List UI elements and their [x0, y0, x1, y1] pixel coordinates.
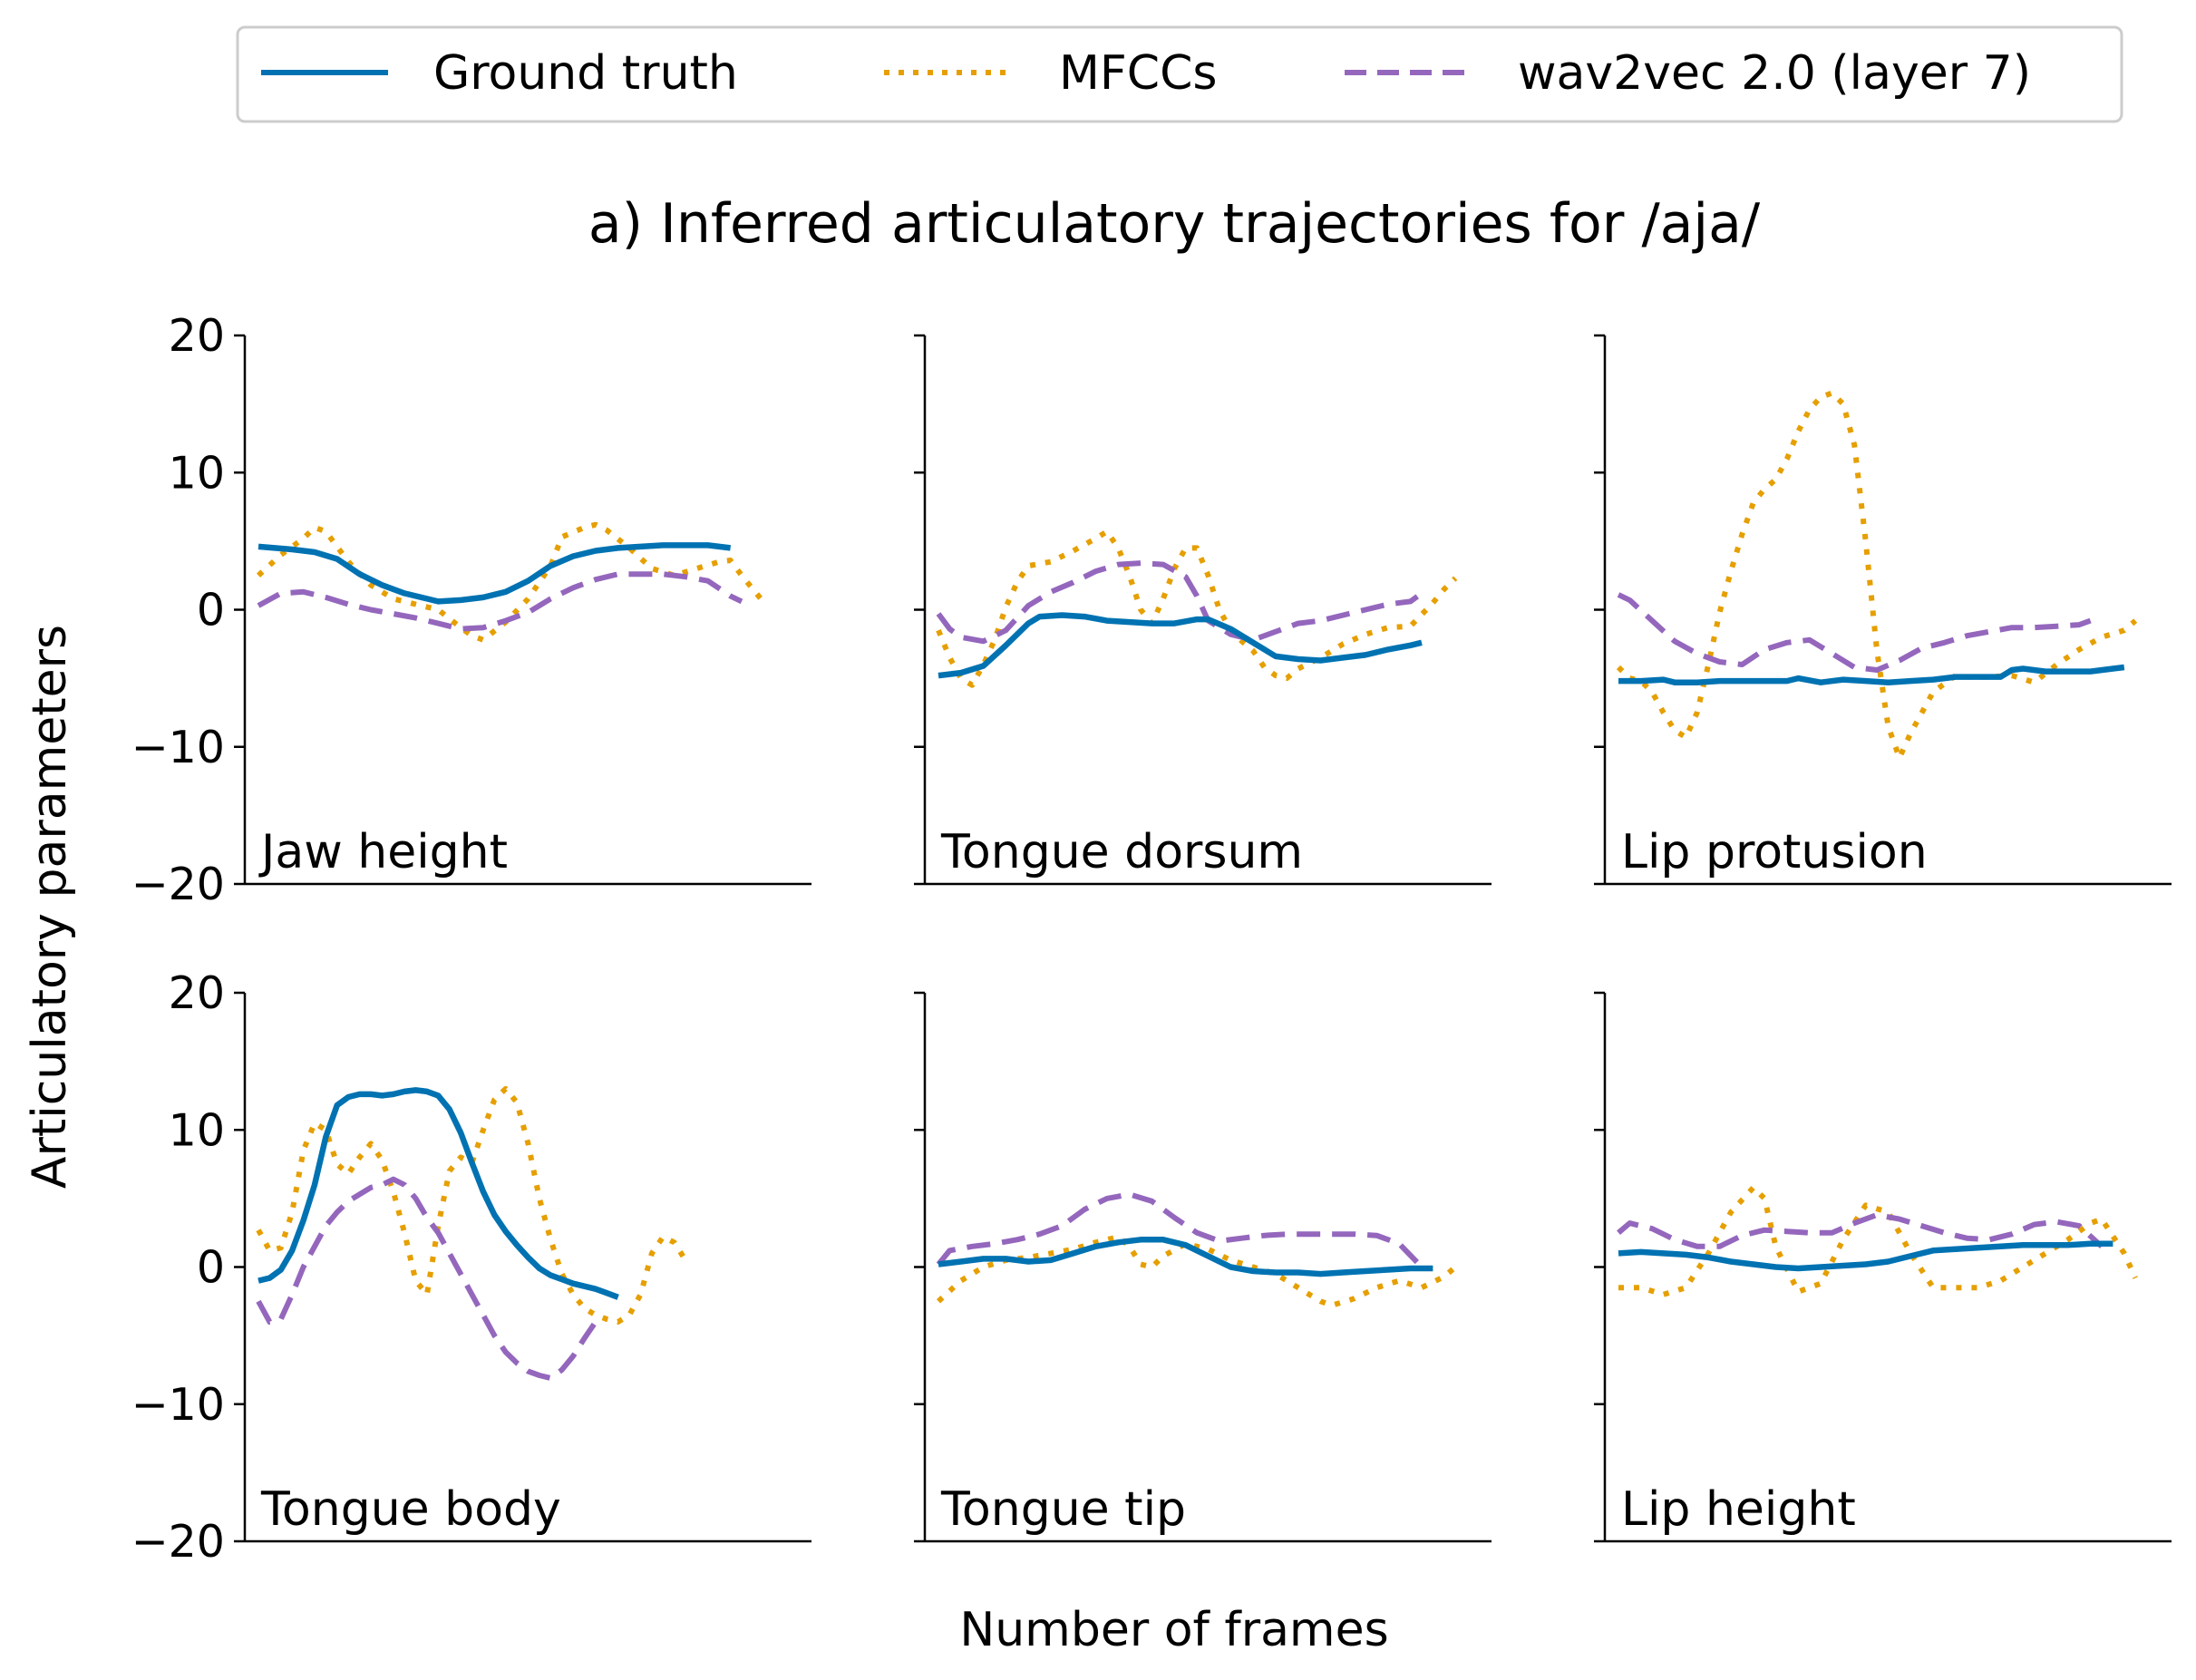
panels: 20 10 0 −10 −20 Jaw height Tongue dorsum Lip pr… [131, 310, 2172, 1568]
series-line-gt [938, 1237, 1433, 1277]
legend-label-gt: Ground truth [433, 46, 738, 101]
legend: Ground truth MFCCs wav2vec 2.0 (layer 7) [236, 25, 2123, 123]
y-tick-label: −10 [131, 722, 225, 773]
panel-tongue-body: 20 10 0 −10 −20 Tongue body [131, 967, 811, 1568]
series-line-gt [257, 542, 731, 605]
panel-label: Tongue dorsum [940, 825, 1303, 879]
panel-lip-protusion: Lip protusion [1594, 334, 2172, 886]
x-axis-label: Number of frames [959, 1603, 1388, 1657]
series-line-gt [938, 612, 1423, 679]
series-line-mfcc [1616, 390, 2138, 761]
y-tick-label: 10 [169, 1104, 225, 1156]
y-tick-label: 10 [169, 447, 225, 499]
y-tick-label: 0 [197, 1242, 225, 1294]
panel-label: Jaw height [258, 825, 508, 879]
series-line-gt [1618, 1240, 2113, 1272]
legend-label-mfcc: MFCCs [1059, 46, 1217, 101]
series-line-gt [1618, 664, 2125, 685]
panel-lip-height: Lip height [1594, 991, 2172, 1543]
series-line-w2v [256, 1176, 598, 1381]
panel-label: Tongue tip [940, 1482, 1186, 1537]
series-line-w2v [1617, 592, 2092, 673]
y-tick-label: 20 [169, 967, 225, 1019]
series-line-w2v [1617, 1212, 2104, 1249]
panel-label: Tongue body [260, 1482, 561, 1537]
series-line-mfcc [936, 529, 1458, 688]
y-tick-label: −20 [131, 859, 225, 910]
legend-frame [236, 25, 2123, 123]
y-tick-label: −20 [131, 1516, 225, 1568]
y-tick-label: −10 [131, 1379, 225, 1431]
series-line-mfcc [256, 521, 767, 643]
legend-label-w2v: wav2vec 2.0 (layer 7) [1518, 46, 2031, 101]
chart-title: a) Inferred articulatory trajectories fo… [588, 192, 1761, 256]
series-line-gt [257, 1087, 619, 1300]
series-line-mfcc [1618, 1184, 2138, 1297]
series-line-w2v [936, 560, 1424, 645]
series-line-mfcc [936, 1234, 1458, 1308]
series-line-w2v [936, 1191, 1424, 1269]
panel-label: Lip height [1621, 1482, 1856, 1537]
series-line-w2v [257, 571, 743, 632]
panel-tongue-dorsum: Tongue dorsum [914, 334, 1492, 886]
panel-tongue-tip: Tongue tip [914, 991, 1492, 1543]
series-line-mfcc [256, 1085, 688, 1325]
panel-jaw-height: 20 10 0 −10 −20 Jaw height [131, 310, 811, 910]
panel-label: Lip protusion [1621, 825, 1928, 879]
y-axis-label: Articulatory parameters [23, 625, 77, 1189]
y-tick-label: 20 [169, 310, 225, 362]
y-tick-label: 0 [197, 585, 225, 636]
